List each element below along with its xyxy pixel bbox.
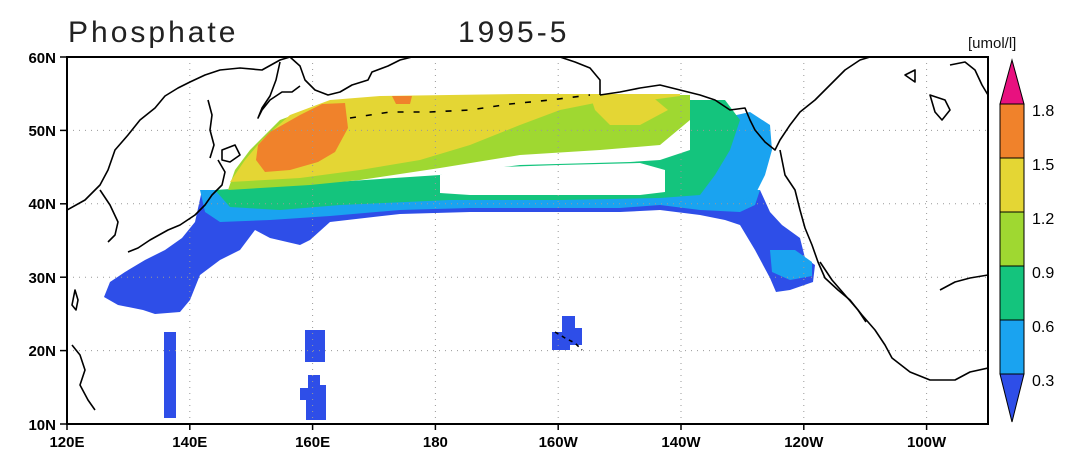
coast-hudson xyxy=(929,94,951,121)
coast-arctic-isle xyxy=(904,69,916,83)
lon-label: 160W xyxy=(539,434,579,451)
lat-label: 30N xyxy=(28,270,56,287)
colorbar: 1.8 1.5 1.2 0.9 0.6 0.3 xyxy=(999,58,1054,423)
coast-baja xyxy=(819,261,867,323)
coast-alaska-north xyxy=(559,57,601,95)
figure-date: 1995-5 xyxy=(458,16,569,49)
coast-siberia xyxy=(289,57,413,96)
field-level-1-8 xyxy=(256,103,348,172)
axis-ticks xyxy=(60,56,928,430)
coast-gulf-mexico xyxy=(939,274,988,291)
colorbar-seg-0-3 xyxy=(999,319,1025,375)
lat-labels: 60N 50N 40N 30N 20N 10N xyxy=(28,50,56,434)
colorbar-level: 1.2 xyxy=(1032,211,1054,228)
lat-label: 20N xyxy=(28,343,56,360)
colorbar-bottom-arrow xyxy=(999,373,1025,423)
lat-label: 50N xyxy=(28,123,56,140)
plot-area xyxy=(67,57,988,424)
lon-label: 160E xyxy=(295,434,330,451)
lat-label: 60N xyxy=(28,50,56,67)
coast-philippines xyxy=(71,344,96,411)
field-patch-hawaii xyxy=(552,316,582,350)
lon-label: 120W xyxy=(784,434,824,451)
unit-label: [umol/l] xyxy=(968,35,1016,52)
lon-label: 120E xyxy=(49,434,84,451)
lon-label: 140W xyxy=(661,434,701,451)
colorbar-seg-0-9 xyxy=(999,211,1025,267)
colorbar-top-arrow xyxy=(999,58,1025,105)
no-data-gap xyxy=(440,163,665,195)
colorbar-level: 1.5 xyxy=(1032,157,1054,174)
lon-label: 100W xyxy=(907,434,947,451)
colorbar-seg-1-2 xyxy=(999,157,1025,213)
colorbar-level: 1.8 xyxy=(1032,103,1054,120)
lon-label: 140E xyxy=(172,434,207,451)
colorbar-level: 0.6 xyxy=(1032,319,1054,336)
coastlines xyxy=(67,57,988,411)
coast-asia xyxy=(67,57,291,211)
coast-greenland xyxy=(949,61,988,96)
colorbar-labels: 1.8 1.5 1.2 0.9 0.6 0.3 xyxy=(1032,103,1054,390)
field-level-0-3 xyxy=(104,190,815,314)
lon-labels: 120E 140E 160E 180 160W 140W 120W 100W xyxy=(49,434,947,451)
phosphate-field xyxy=(104,94,815,420)
coast-hokkaido xyxy=(221,144,241,163)
field-level-0-6-south xyxy=(770,250,812,280)
colorbar-level: 0.3 xyxy=(1032,373,1054,390)
field-patch-west-column xyxy=(164,332,176,418)
lat-label: 10N xyxy=(28,417,56,434)
coast-kamchatka xyxy=(257,61,301,119)
coast-japan xyxy=(127,159,226,253)
colorbar-seg-1-5 xyxy=(999,103,1025,159)
lat-label: 40N xyxy=(28,196,56,213)
coast-sakhalin xyxy=(207,99,215,159)
field-patch-160e-lower xyxy=(300,375,326,420)
colorbar-seg-0-6 xyxy=(999,265,1025,321)
field-level-0-6-east xyxy=(700,112,772,205)
field-level-1-8-north xyxy=(392,96,412,104)
field-level-1-5-east xyxy=(590,95,668,125)
figure-title: Phosphate xyxy=(68,16,238,49)
field-patch-160e-upper xyxy=(305,330,325,362)
coast-taiwan xyxy=(71,289,79,311)
plot-frame xyxy=(66,56,989,425)
colorbar-level: 0.9 xyxy=(1032,265,1054,282)
coast-hawaii xyxy=(554,331,583,351)
coast-korea xyxy=(99,189,119,243)
coast-alaska xyxy=(599,57,871,151)
lon-label: 180 xyxy=(423,434,448,451)
